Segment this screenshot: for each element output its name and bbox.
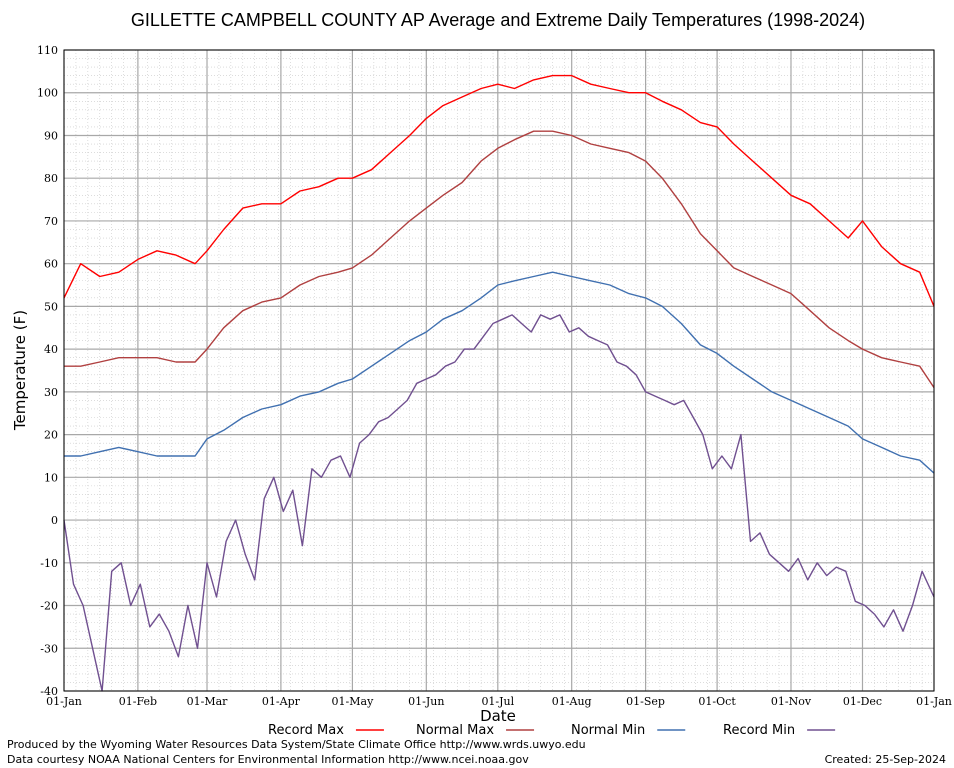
y-tick-label: 0 [51,514,58,527]
x-tick-label: 01-Aug [552,695,592,708]
legend: Record Max Normal Max Normal Min Record Min [268,723,836,738]
plot-frame [63,49,935,692]
x-tick-label: 01-Dec [843,695,882,708]
y-tick-label: 40 [44,343,58,356]
x-tick-label: 01-Feb [119,695,157,708]
y-axis-label: Temperature (F) [11,310,29,431]
legend-label: Normal Min [571,723,645,738]
x-tick-labels: 01-Jan 01-Feb 01-Mar 01-Apr 01-May 01-Jun 01-J… [46,695,952,708]
x-tick-label: 01-Nov [771,695,812,708]
y-tick-labels: -40 -30 -20 -10 0 10 20 30 40 50 60 70 80 90 100 110 [37,44,58,698]
legend-label: Record Max [268,723,344,738]
x-tick-label: 01-Oct [698,695,736,708]
footer-created-date: Created: 25-Sep-2024 [824,753,946,766]
series-line-normal-min [64,271,935,474]
legend-label: Normal Max [416,723,494,738]
y-tick-label: 80 [44,172,58,185]
x-tick-label: 01-Jul [481,695,514,708]
y-tick-label: -40 [40,685,58,698]
series-line-record-max [63,74,935,307]
x-axis-label: Date [480,707,516,725]
y-tick-label: 30 [44,386,58,399]
series-lines [63,74,935,692]
y-tick-label: -10 [40,557,58,570]
y-tick-label: 20 [44,429,58,442]
y-tick-label: 50 [44,300,58,313]
x-tick-label: 01-Jan [916,695,952,708]
x-tick-label: 01-Jun [408,695,444,708]
x-tick-label: 01-May [332,695,375,708]
y-tick-label: 70 [44,215,58,228]
y-tick-label: -20 [40,600,58,613]
x-tick-label: 01-Sep [626,695,665,708]
footer-produced-by: Produced by the Wyoming Water Resources … [7,738,586,751]
x-tick-label: 01-Apr [262,695,301,708]
y-tick-label: 110 [37,44,58,57]
chart-title: GILLETTE CAMPBELL COUNTY AP Average and … [131,10,865,30]
x-tick-label: 01-Mar [187,695,229,708]
x-tick-label: 01-Jan [46,695,82,708]
y-tick-label: 10 [44,471,58,484]
y-tick-label: -30 [40,642,58,655]
legend-label: Record Min [723,723,795,738]
y-tick-label: 100 [37,87,58,100]
y-tick-label: 60 [44,258,58,271]
footer-data-courtesy: Data courtesy NOAA National Centers for … [7,753,529,766]
series-line-record-min [63,314,935,692]
series-line-normal-max [64,130,935,388]
y-tick-label: 90 [44,129,58,142]
